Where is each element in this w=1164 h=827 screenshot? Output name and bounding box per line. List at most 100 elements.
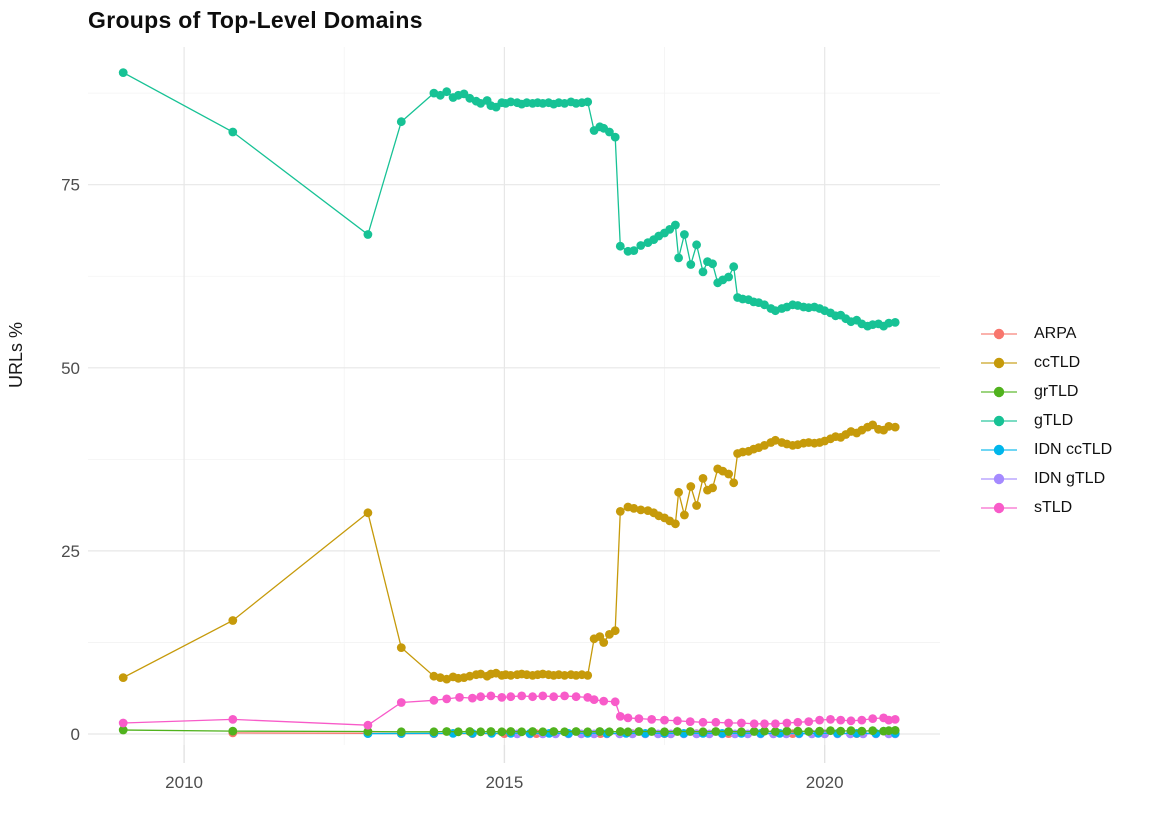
legend: ARPA ccTLD grTLD gTLD IDN ccTLD IDN gTLD sTLD bbox=[978, 319, 1112, 522]
data-point bbox=[890, 715, 900, 724]
data-point bbox=[497, 693, 507, 702]
data-point bbox=[698, 474, 708, 483]
data-point bbox=[793, 717, 803, 727]
data-point bbox=[884, 726, 894, 736]
data-point bbox=[680, 510, 689, 520]
data-point bbox=[804, 727, 814, 736]
legend-item-stld: sTLD bbox=[978, 493, 1112, 522]
data-point bbox=[815, 715, 824, 725]
data-point bbox=[737, 727, 746, 737]
data-point bbox=[615, 712, 625, 721]
data-point bbox=[724, 727, 733, 736]
data-point bbox=[647, 715, 657, 724]
data-point bbox=[583, 727, 593, 737]
data-point bbox=[363, 727, 373, 736]
legend-label: ARPA bbox=[1034, 324, 1077, 342]
data-point bbox=[118, 718, 128, 728]
data-point bbox=[560, 671, 569, 680]
legend-label: grTLD bbox=[1034, 382, 1079, 400]
legend-item-gtld: gTLD bbox=[978, 406, 1112, 435]
data-point bbox=[692, 501, 701, 510]
data-point bbox=[868, 714, 878, 723]
data-point bbox=[636, 241, 646, 250]
data-point bbox=[506, 97, 516, 107]
data-point bbox=[599, 638, 609, 647]
legend-key-icon bbox=[981, 444, 1017, 455]
data-point bbox=[595, 727, 605, 736]
data-point bbox=[560, 691, 569, 701]
data-point bbox=[396, 727, 406, 737]
y-tick-label: 75 bbox=[61, 176, 80, 195]
data-point bbox=[708, 483, 717, 493]
data-point bbox=[749, 719, 759, 729]
data-point bbox=[442, 727, 452, 736]
data-point bbox=[760, 719, 769, 729]
data-point bbox=[549, 727, 559, 736]
data-point bbox=[363, 230, 373, 239]
data-point bbox=[857, 715, 867, 725]
data-point bbox=[724, 718, 733, 728]
data-point bbox=[674, 487, 683, 497]
legend-key-icon bbox=[981, 473, 1017, 484]
data-point bbox=[760, 726, 769, 736]
data-point bbox=[396, 698, 406, 707]
data-point bbox=[711, 717, 721, 727]
series-line-gtld bbox=[122, 72, 896, 327]
data-point bbox=[674, 253, 683, 263]
legend-key-icon bbox=[981, 357, 1017, 368]
data-point bbox=[571, 692, 581, 702]
legend-key-icon bbox=[981, 328, 1017, 339]
data-point bbox=[517, 691, 527, 701]
data-point bbox=[884, 318, 894, 328]
data-point bbox=[836, 715, 846, 725]
data-point bbox=[686, 482, 696, 491]
legend-label: gTLD bbox=[1034, 411, 1074, 429]
legend-key-icon bbox=[981, 386, 1017, 397]
x-tick-label: 2020 bbox=[806, 773, 844, 792]
data-point bbox=[442, 694, 452, 704]
data-point bbox=[724, 272, 733, 282]
legend-key-icon bbox=[981, 502, 1017, 513]
data-point bbox=[760, 300, 769, 310]
data-point bbox=[660, 727, 669, 737]
data-point bbox=[363, 508, 373, 518]
data-point bbox=[836, 726, 846, 736]
data-point bbox=[623, 727, 633, 737]
data-point bbox=[396, 117, 406, 127]
data-point bbox=[228, 127, 238, 137]
data-point bbox=[846, 716, 856, 726]
data-point bbox=[698, 727, 708, 737]
data-point bbox=[396, 643, 406, 652]
data-point bbox=[517, 727, 527, 737]
data-point bbox=[634, 714, 644, 723]
data-point bbox=[685, 727, 695, 736]
data-point bbox=[629, 504, 639, 513]
legend-label: sTLD bbox=[1034, 498, 1073, 516]
data-point bbox=[634, 727, 644, 736]
data-point bbox=[636, 505, 646, 515]
data-point bbox=[615, 727, 625, 736]
y-tick-label: 25 bbox=[61, 542, 80, 561]
data-point bbox=[782, 726, 792, 736]
legend-item-idn-gtld: IDN gTLD bbox=[978, 464, 1112, 493]
x-tick-label: 2010 bbox=[165, 773, 203, 792]
data-point bbox=[890, 422, 900, 432]
data-point bbox=[476, 727, 486, 737]
data-point bbox=[453, 727, 463, 737]
data-point bbox=[610, 626, 620, 636]
data-point bbox=[571, 727, 581, 736]
data-point bbox=[846, 726, 856, 736]
data-point bbox=[680, 230, 689, 239]
data-point bbox=[506, 671, 516, 680]
data-point bbox=[804, 717, 814, 726]
data-point bbox=[435, 90, 445, 100]
data-point bbox=[671, 220, 680, 230]
legend-item-grtld: grTLD bbox=[978, 377, 1112, 406]
data-point bbox=[228, 616, 238, 625]
data-point bbox=[506, 692, 516, 702]
data-point bbox=[429, 727, 439, 737]
data-point bbox=[442, 87, 452, 97]
data-point bbox=[118, 673, 128, 682]
data-point bbox=[737, 718, 746, 728]
data-point bbox=[673, 727, 682, 736]
